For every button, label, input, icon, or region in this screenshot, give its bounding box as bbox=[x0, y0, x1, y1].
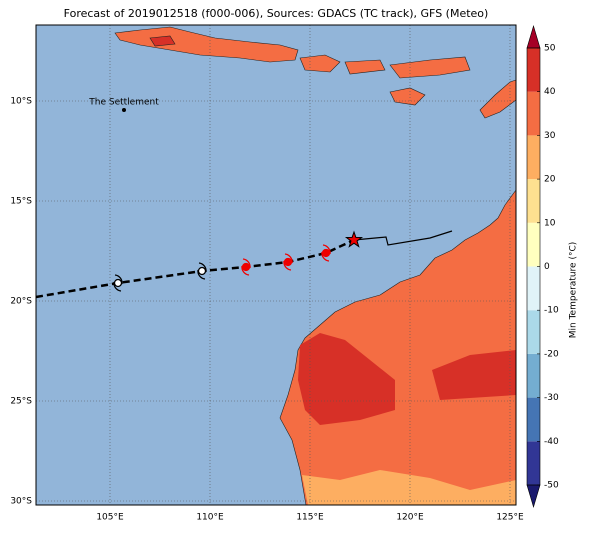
colorbar-tick-label: 30 bbox=[544, 131, 556, 141]
colorbar-tick-label: 10 bbox=[544, 218, 556, 228]
track-point bbox=[113, 278, 123, 288]
colorbar-tick-label: -40 bbox=[544, 437, 559, 447]
y-tick-label: 10°S bbox=[10, 97, 32, 107]
track-point bbox=[283, 257, 293, 267]
colorbar-bin bbox=[527, 353, 540, 398]
x-tick-label: 115°E bbox=[296, 513, 324, 523]
colorbar-extend bbox=[526, 484, 541, 509]
x-tick-label: 110°E bbox=[196, 513, 224, 523]
x-tick-label: 125°E bbox=[496, 513, 524, 523]
colorbar-tick-label: 50 bbox=[544, 44, 556, 54]
colorbar-bin bbox=[527, 441, 540, 485]
y-tick-label: 20°S bbox=[10, 297, 32, 307]
place-label: The Settlement bbox=[88, 98, 159, 108]
colorbar-bin bbox=[527, 91, 540, 136]
x-tick-label: 105°E bbox=[96, 513, 124, 523]
colorbar-tick-label: 40 bbox=[544, 87, 556, 97]
colorbar-bin bbox=[527, 266, 540, 311]
map-frame bbox=[35, 24, 517, 506]
colorbar-tick-label: -30 bbox=[544, 393, 559, 403]
track-point bbox=[321, 248, 331, 258]
colorbar-tick-label: -10 bbox=[544, 306, 559, 316]
y-tick-label: 25°S bbox=[10, 397, 32, 407]
colorbar-bin bbox=[527, 397, 540, 442]
colorbar-bin bbox=[527, 222, 540, 267]
y-tick-label: 30°S bbox=[10, 497, 32, 507]
track-point bbox=[241, 262, 251, 272]
colorbar-extend bbox=[526, 24, 541, 49]
y-tick-label: 15°S bbox=[10, 197, 32, 207]
colorbar-bin bbox=[527, 310, 540, 354]
colorbar-tick-label: 0 bbox=[544, 262, 550, 272]
current-position bbox=[344, 230, 364, 248]
observed-line bbox=[353, 230, 453, 246]
colorbar-bin bbox=[527, 179, 540, 223]
colorbar-bin bbox=[527, 48, 540, 92]
colorbar-tick-label: -50 bbox=[544, 481, 559, 491]
colorbar-label: Min Temperature (°C) bbox=[569, 242, 579, 339]
colorbar-tick-label: 20 bbox=[544, 175, 556, 185]
place-marker bbox=[122, 108, 126, 112]
track-point bbox=[197, 266, 207, 276]
title: Forecast of 2019012518 (f000-006), Sourc… bbox=[64, 7, 489, 20]
land bbox=[114, 26, 517, 506]
colorbar-tick-label: -20 bbox=[544, 349, 559, 359]
colorbar-bin bbox=[527, 135, 540, 180]
x-tick-label: 120°E bbox=[396, 513, 424, 523]
